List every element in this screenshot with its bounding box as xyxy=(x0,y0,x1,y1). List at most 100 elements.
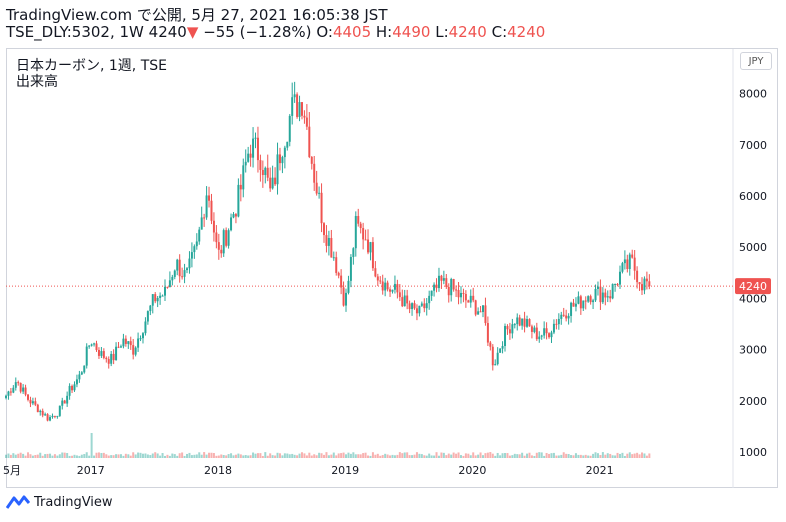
volume-bar xyxy=(239,454,242,458)
candle-body xyxy=(411,303,414,310)
volume-bar xyxy=(408,455,411,458)
volume-bar xyxy=(232,455,235,458)
candle-body xyxy=(264,167,267,176)
candle-body xyxy=(129,341,132,346)
volume-bar xyxy=(447,453,450,458)
candle-body xyxy=(369,242,372,253)
candle-body xyxy=(447,286,450,296)
volume-bar xyxy=(46,453,49,458)
volume-bar xyxy=(83,454,86,458)
volume-bar xyxy=(41,455,44,458)
high-value: 4490 xyxy=(392,23,431,41)
volume-bar xyxy=(303,453,306,458)
symbol-label: TSE_DLY:5302, 1W xyxy=(6,23,144,41)
volume-bar xyxy=(345,454,348,458)
volume-bar xyxy=(628,452,631,458)
volume-bar xyxy=(293,454,296,458)
candle-body xyxy=(523,318,526,327)
candle-body xyxy=(186,268,189,271)
candle-body xyxy=(212,220,215,233)
volume-bar xyxy=(274,455,277,458)
volume-bar xyxy=(648,453,651,458)
volume-bar xyxy=(102,452,105,458)
candle-body xyxy=(66,395,69,404)
candle-body xyxy=(494,364,497,366)
volume-bar xyxy=(129,455,132,458)
volume-bar xyxy=(384,453,387,458)
candle-body xyxy=(308,126,311,157)
currency-badge[interactable]: JPY xyxy=(740,52,772,70)
volume-bar xyxy=(533,455,536,458)
candle-body xyxy=(560,314,563,319)
volume-bar xyxy=(186,453,189,458)
volume-bar xyxy=(552,452,555,458)
volume-bar xyxy=(291,453,294,458)
candle-body xyxy=(579,296,582,309)
candle-body xyxy=(188,258,191,269)
volume-bar xyxy=(63,452,66,458)
close-label: C: xyxy=(491,23,508,41)
candle-body xyxy=(396,283,399,293)
candle-body xyxy=(508,329,511,334)
candle-body xyxy=(626,259,629,270)
volume-bar xyxy=(112,455,115,458)
candle-body xyxy=(117,346,120,348)
candle-body xyxy=(496,352,499,365)
candle-body xyxy=(381,281,384,291)
volume-bar xyxy=(349,453,352,458)
volume-bar xyxy=(396,454,399,458)
candle-body xyxy=(144,321,147,334)
volume-bar xyxy=(420,454,423,458)
candle-body xyxy=(587,296,590,302)
candle-body xyxy=(146,311,149,322)
volume-bar xyxy=(97,452,100,458)
y-tick-label: 7000 xyxy=(739,139,767,152)
volume-bar xyxy=(379,455,382,458)
volume-bar xyxy=(614,455,617,458)
volume-bar xyxy=(134,454,137,458)
volume-bar xyxy=(310,455,313,458)
volume-bar xyxy=(281,455,284,458)
candle-body xyxy=(198,229,201,242)
candle-body xyxy=(420,303,423,306)
volume-bar xyxy=(599,455,602,458)
candle-body xyxy=(401,297,404,307)
candle-body xyxy=(274,177,277,185)
candle-body xyxy=(506,326,509,330)
candle-body xyxy=(239,184,242,190)
footer-brand[interactable]: TradingView xyxy=(34,494,113,510)
candle-body xyxy=(406,295,409,304)
candle-body xyxy=(518,317,521,326)
candle-body xyxy=(521,318,524,326)
candle-body xyxy=(14,382,17,388)
candle-body xyxy=(124,338,127,344)
candle-body xyxy=(193,246,196,253)
volume-bar xyxy=(156,453,159,458)
volume-bar xyxy=(457,452,460,458)
candle-body xyxy=(596,286,599,289)
volume-bar xyxy=(190,455,193,458)
y-tick-label: 1000 xyxy=(739,446,767,459)
volume-bar xyxy=(234,454,237,458)
candle-body xyxy=(357,216,360,224)
candle-body xyxy=(538,336,541,340)
volume-bar xyxy=(254,453,257,458)
volume-bar xyxy=(53,454,56,458)
candle-body xyxy=(283,147,286,158)
volume-bar xyxy=(24,455,27,458)
chart-legend-volume: 出来高 xyxy=(16,74,58,90)
candle-body xyxy=(342,287,345,306)
volume-bar xyxy=(66,452,69,458)
candle-body xyxy=(44,414,47,416)
candle-body xyxy=(611,284,614,299)
volume-bar xyxy=(367,455,370,458)
candle-body xyxy=(609,296,612,299)
price-change: −55 (−1.28%) xyxy=(203,23,312,41)
candle-body xyxy=(570,302,573,316)
candle-body xyxy=(164,286,166,296)
volume-bar xyxy=(252,452,255,458)
candle-body xyxy=(183,270,186,277)
candle-body xyxy=(477,311,480,315)
candle-body xyxy=(577,296,580,304)
